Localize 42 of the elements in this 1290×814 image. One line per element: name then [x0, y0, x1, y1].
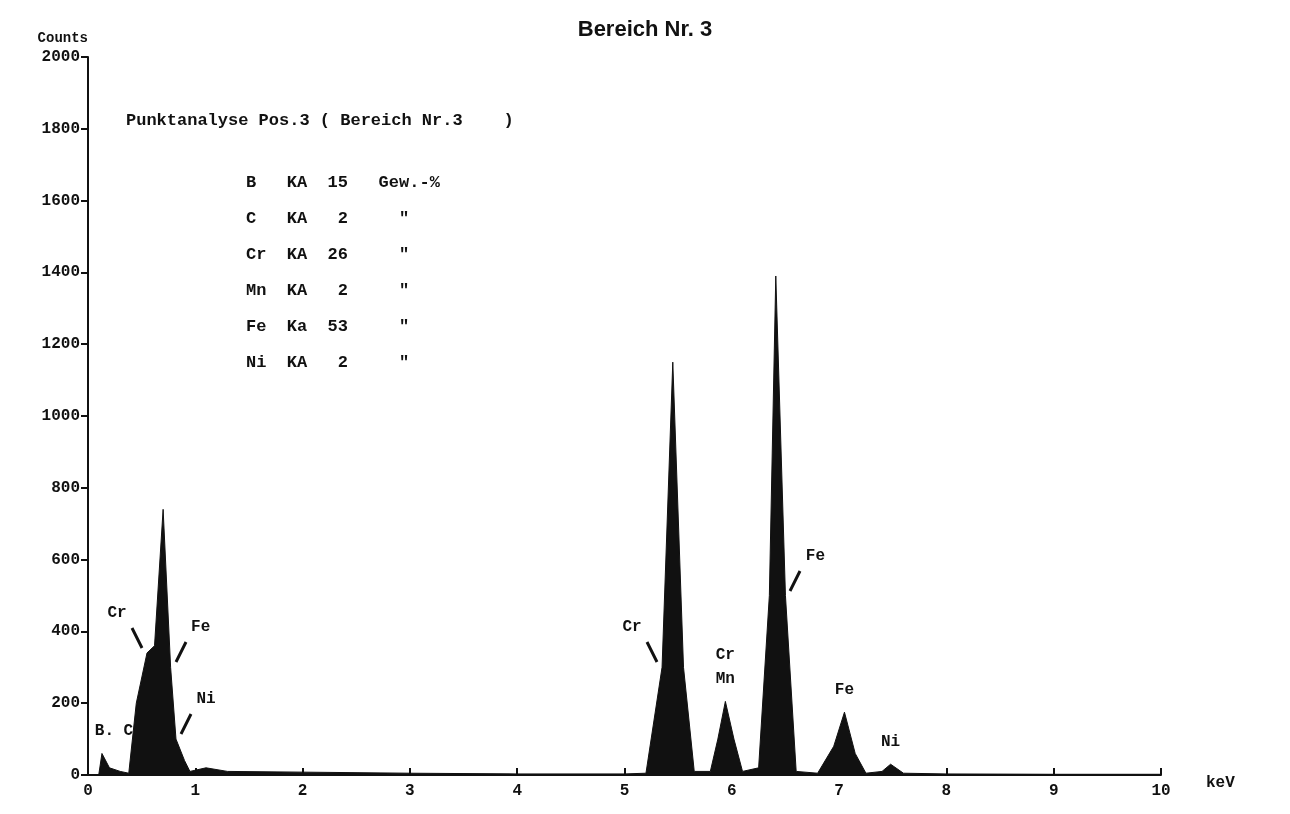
- annotation: Cr: [107, 603, 127, 622]
- x-tick-label: 6: [727, 782, 737, 800]
- annotation: Fe: [805, 546, 826, 565]
- y-tick-label: 1800: [41, 119, 80, 138]
- x-tick-label: 9: [1048, 782, 1059, 800]
- annotation: Ni KA 2 ": [246, 352, 411, 374]
- annotation: B KA 15 Gew.-%: [246, 172, 441, 194]
- y-axis-title: Counts: [37, 30, 88, 46]
- y-tick-label: 1200: [41, 335, 80, 354]
- annotation: Fe: [834, 681, 855, 700]
- x-axis-title: keV: [1206, 774, 1236, 792]
- annotation: Cr: [622, 618, 642, 637]
- y-tick-label: 1000: [41, 407, 80, 425]
- x-tick-label: 10: [1151, 782, 1171, 800]
- x-tick-label: 1: [190, 782, 201, 800]
- y-tick-label: 0: [70, 766, 80, 784]
- annotation: Fe: [191, 618, 211, 637]
- annotation: Mn KA 2 ": [246, 280, 411, 302]
- x-tick-label: 3: [405, 782, 415, 800]
- y-tick-label: 800: [51, 478, 80, 497]
- x-tick-label: 2: [297, 782, 308, 800]
- annotation: Punktanalyse Pos.3 ( Bereich Nr.3 ): [126, 110, 514, 132]
- y-tick-label: 2000: [41, 48, 80, 66]
- annotation: Cr: [715, 646, 735, 665]
- x-tick-label: 8: [941, 782, 952, 800]
- y-tick-label: 1400: [41, 263, 80, 282]
- annotation: Ni: [196, 690, 216, 709]
- y-tick-label: 600: [51, 550, 80, 569]
- x-tick-label: 7: [834, 782, 844, 800]
- annotation: B. C: [94, 722, 134, 741]
- y-tick-label: 200: [51, 694, 80, 713]
- annotation: C KA 2 ": [246, 208, 411, 230]
- chart-title: Bereich Nr. 3: [577, 15, 713, 41]
- y-tick-label: 1600: [41, 191, 80, 210]
- y-tick-label: 400: [51, 622, 80, 641]
- annotation: Cr KA 26 ": [246, 244, 411, 266]
- annotation: Mn: [715, 670, 735, 689]
- x-tick-label: 0: [83, 782, 93, 800]
- x-tick-label: 4: [512, 782, 523, 800]
- x-tick-label: 5: [619, 782, 630, 800]
- annotation: Ni: [881, 733, 901, 752]
- annotation: Fe Ka 53 ": [246, 316, 411, 338]
